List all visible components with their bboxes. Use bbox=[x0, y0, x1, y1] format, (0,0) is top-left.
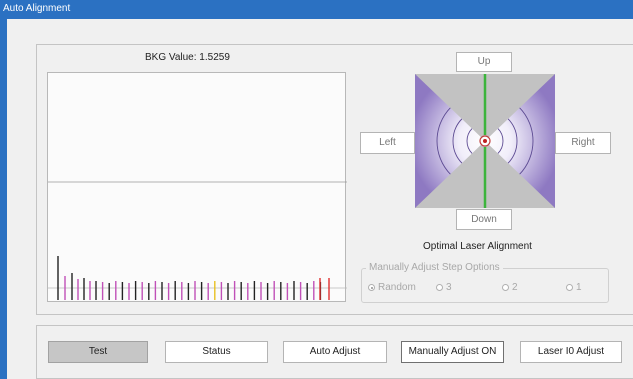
step-option-random[interactable]: Random bbox=[368, 282, 416, 293]
step-option-1[interactable]: 1 bbox=[566, 282, 582, 293]
target-left-wedge bbox=[415, 74, 485, 208]
bkg-value: 1.5259 bbox=[199, 52, 230, 63]
bkg-label: BKG Value: bbox=[145, 52, 197, 63]
target-right-wedge bbox=[485, 74, 555, 208]
step-option-label: Random bbox=[378, 282, 416, 293]
alignment-target bbox=[415, 74, 555, 208]
radio-icon bbox=[502, 284, 509, 291]
down-button[interactable]: Down bbox=[456, 209, 512, 230]
radio-icon bbox=[566, 284, 573, 291]
signal-plot-svg bbox=[48, 181, 347, 300]
radio-selected-icon bbox=[368, 284, 375, 291]
step-option-label: 3 bbox=[446, 282, 452, 293]
step-option-2[interactable]: 2 bbox=[502, 282, 518, 293]
step-option-3[interactable]: 3 bbox=[436, 282, 452, 293]
up-button[interactable]: Up bbox=[456, 52, 512, 72]
step-option-label: 2 bbox=[512, 282, 518, 293]
manually-adjust-button[interactable]: Manually Adjust ON bbox=[401, 341, 504, 363]
alignment-panel bbox=[36, 44, 633, 315]
step-options-legend: Manually Adjust Step Options bbox=[366, 262, 503, 273]
test-button[interactable]: Test bbox=[48, 341, 148, 363]
radio-icon bbox=[436, 284, 443, 291]
auto-adjust-button[interactable]: Auto Adjust bbox=[283, 341, 387, 363]
signal-plot bbox=[47, 72, 347, 302]
right-button[interactable]: Right bbox=[555, 132, 611, 154]
left-button[interactable]: Left bbox=[360, 132, 415, 154]
window-title: Auto Alignment bbox=[0, 0, 633, 19]
laser-adjust-button[interactable]: Laser I0 Adjust bbox=[520, 341, 622, 363]
laser-position-dot bbox=[483, 139, 487, 143]
target-caption: Optimal Laser Alignment bbox=[423, 241, 532, 252]
step-option-label: 1 bbox=[576, 282, 582, 293]
bkg-value-readout: BKG Value: 1.5259 bbox=[145, 52, 230, 63]
status-button[interactable]: Status bbox=[165, 341, 268, 363]
